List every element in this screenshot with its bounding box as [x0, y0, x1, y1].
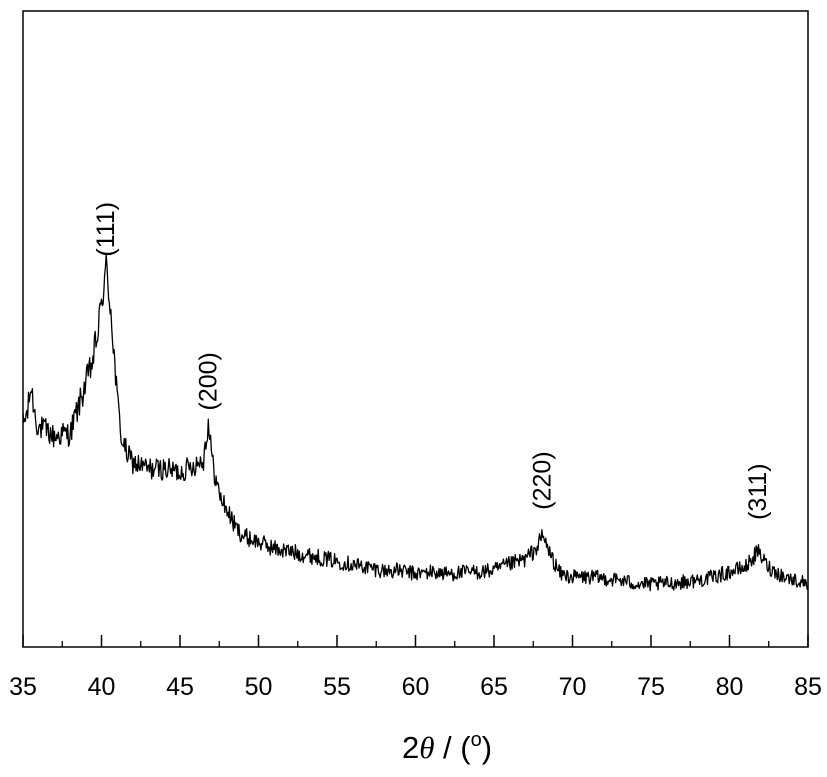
x-tick-label: 50	[245, 673, 273, 701]
x-tick-label: 75	[637, 673, 665, 701]
x-tick-label: 45	[166, 673, 194, 701]
peak-label: (311)	[744, 463, 772, 520]
x-axis-title: 2θ / (o)	[402, 729, 492, 765]
peak-labels: (111) (200) (220) (311)	[92, 202, 772, 520]
x-tick-label: 85	[794, 673, 822, 701]
x-tick-label: 55	[323, 673, 351, 701]
x-tick-label: 60	[402, 673, 430, 701]
x-tick-label: 40	[88, 673, 116, 701]
peak-label: (111)	[92, 202, 120, 257]
plot-frame	[22, 10, 809, 648]
x-tick-label: 70	[559, 673, 587, 701]
x-axis-tick-labels: 35 40 45 50 55 60 65 70 75 80 85	[9, 673, 822, 701]
peak-label: (220)	[529, 451, 557, 509]
peak-label: (200)	[194, 352, 222, 410]
x-tick-label: 80	[716, 673, 744, 701]
x-tick-label: 35	[9, 673, 37, 701]
diffraction-pattern-line	[22, 253, 809, 592]
x-tick-label: 65	[480, 673, 508, 701]
x-axis-ticks	[22, 635, 809, 647]
